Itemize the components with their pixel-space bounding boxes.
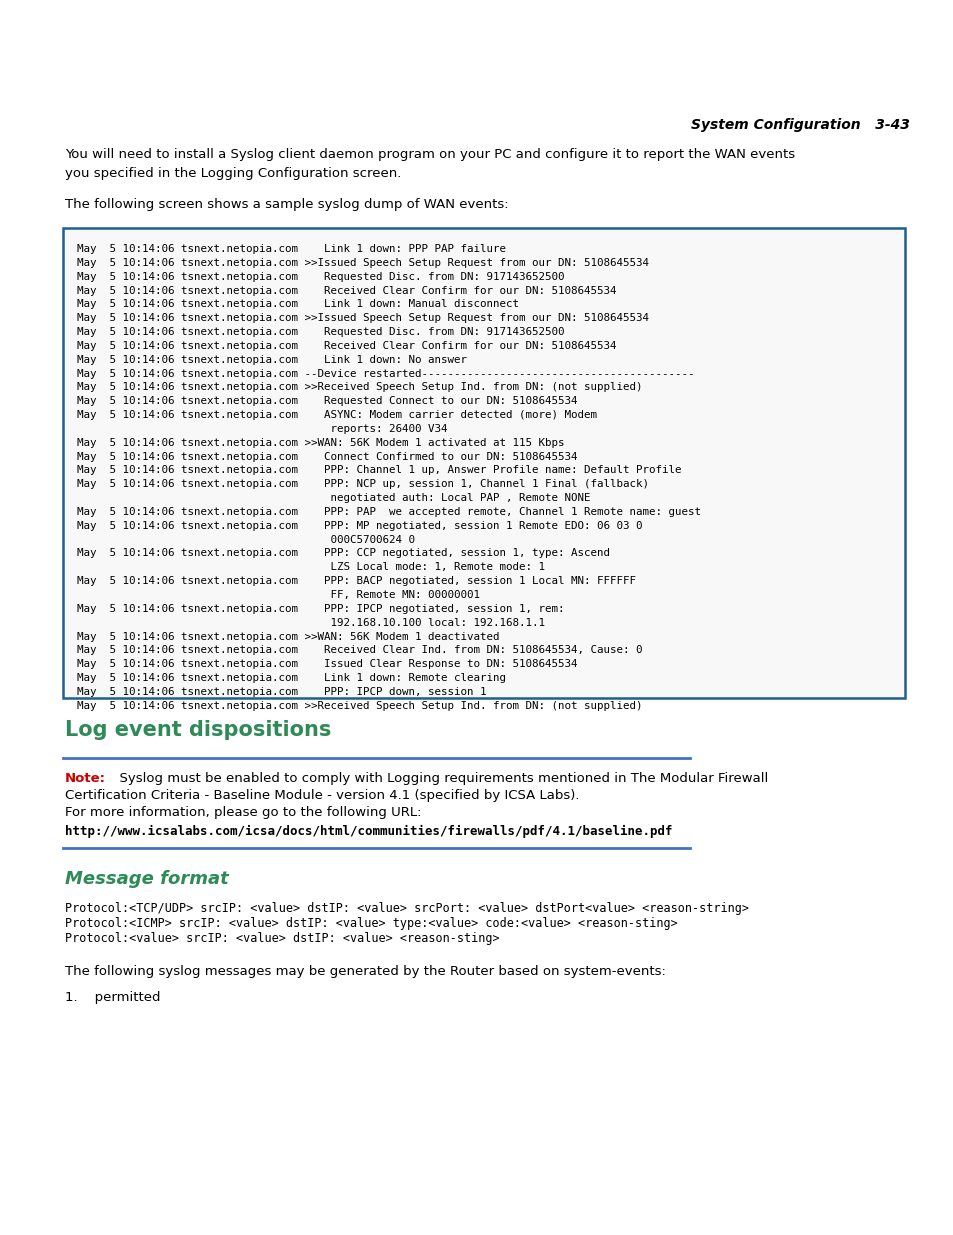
Text: Message format: Message format (65, 869, 229, 888)
Text: For more information, please go to the following URL:: For more information, please go to the f… (65, 806, 421, 819)
Text: 1.    permitted: 1. permitted (65, 990, 160, 1004)
Bar (63, 228, 904, 698)
Text: http://www.icsalabs.com/icsa/docs/html/communities/firewalls/pdf/4.1/baseline.pd: http://www.icsalabs.com/icsa/docs/html/c… (65, 825, 672, 839)
Text: Log event dispositions: Log event dispositions (65, 720, 331, 740)
Text: Protocol:<ICMP> srcIP: <value> dstIP: <value> type:<value> code:<value> <reason-: Protocol:<ICMP> srcIP: <value> dstIP: <v… (65, 918, 677, 930)
Text: You will need to install a Syslog client daemon program on your PC and configure: You will need to install a Syslog client… (65, 148, 794, 179)
Text: Certification Criteria - Baseline Module - version 4.1 (specified by ICSA Labs).: Certification Criteria - Baseline Module… (65, 789, 578, 802)
Text: Protocol:<value> srcIP: <value> dstIP: <value> <reason-sting>: Protocol:<value> srcIP: <value> dstIP: <… (65, 932, 499, 945)
Text: Protocol:<TCP/UDP> srcIP: <value> dstIP: <value> srcPort: <value> dstPort<value>: Protocol:<TCP/UDP> srcIP: <value> dstIP:… (65, 902, 748, 915)
Text: The following screen shows a sample syslog dump of WAN events:: The following screen shows a sample sysl… (65, 198, 508, 211)
Text: System Configuration   3-43: System Configuration 3-43 (690, 119, 909, 132)
Text: Syslog must be enabled to comply with Logging requirements mentioned in The Modu: Syslog must be enabled to comply with Lo… (111, 772, 767, 785)
Text: The following syslog messages may be generated by the Router based on system-eve: The following syslog messages may be gen… (65, 965, 665, 978)
Text: May  5 10:14:06 tsnext.netopia.com    Link 1 down: PPP PAP failure
May  5 10:14:: May 5 10:14:06 tsnext.netopia.com Link 1… (77, 245, 700, 710)
Text: Note:: Note: (65, 772, 106, 785)
